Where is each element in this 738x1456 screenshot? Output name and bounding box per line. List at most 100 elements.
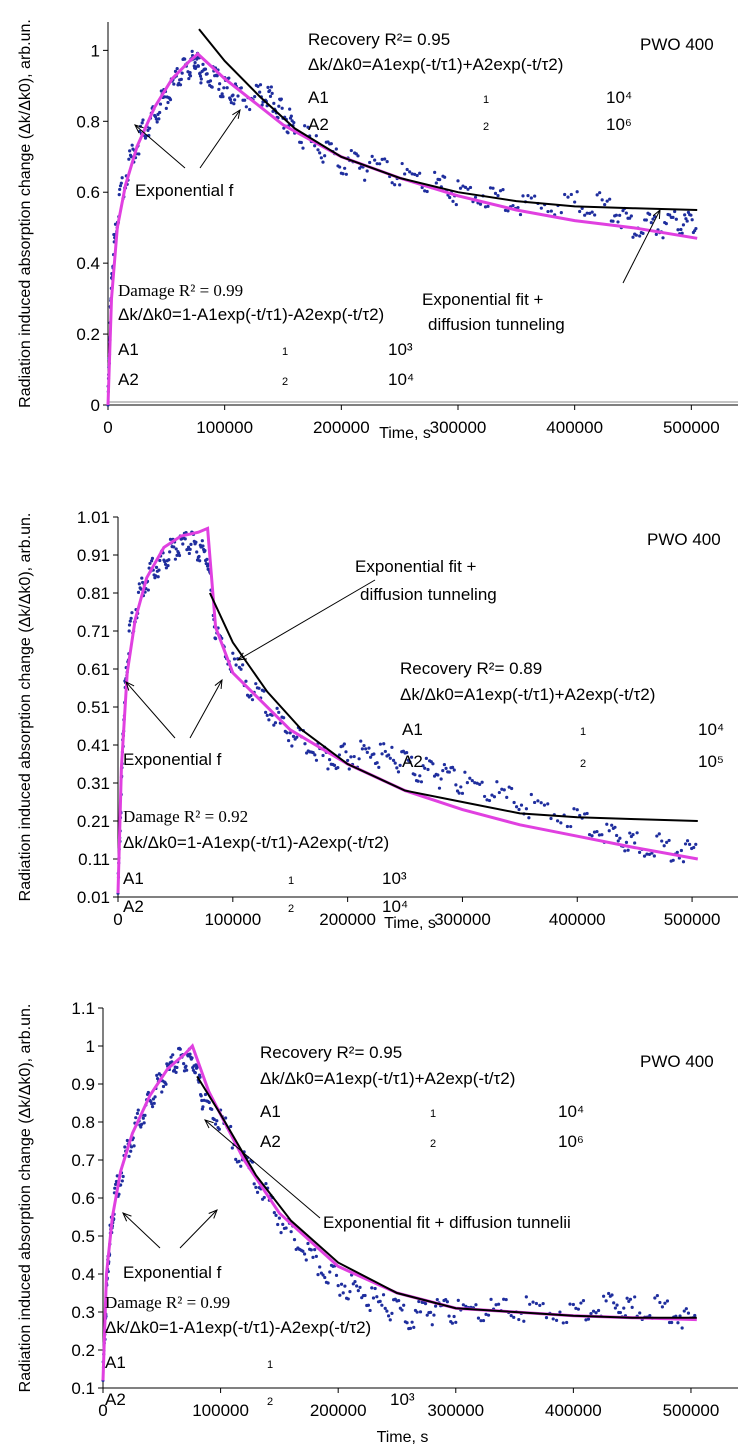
data-point xyxy=(400,1308,404,1312)
data-point xyxy=(289,114,293,118)
data-point xyxy=(163,560,167,564)
data-point xyxy=(383,1306,387,1310)
data-point xyxy=(190,1056,194,1060)
data-point xyxy=(584,1318,588,1322)
data-point xyxy=(514,805,519,809)
data-point xyxy=(497,790,501,795)
data-point xyxy=(173,69,178,73)
data-point xyxy=(485,798,489,802)
data-point xyxy=(150,559,154,563)
data-point xyxy=(546,802,550,806)
data-point xyxy=(665,1299,670,1303)
data-point xyxy=(303,742,307,746)
y-tick-label: 1 xyxy=(91,41,100,60)
data-point xyxy=(156,575,160,579)
data-point xyxy=(591,1309,596,1313)
data-point xyxy=(549,816,553,821)
data-point xyxy=(451,199,455,203)
data-point xyxy=(277,710,281,714)
recovery-fit-line xyxy=(208,592,698,822)
data-point xyxy=(412,1325,416,1329)
data-point xyxy=(150,556,155,560)
data-point xyxy=(457,791,461,795)
data-point xyxy=(276,1222,280,1227)
data-point xyxy=(158,110,162,115)
data-point xyxy=(505,795,509,799)
y-tick-label: 0.91 xyxy=(77,546,110,565)
data-point xyxy=(408,170,412,174)
data-point xyxy=(375,761,379,765)
data-point xyxy=(139,1125,143,1129)
data-point xyxy=(390,745,394,749)
data-point xyxy=(528,1302,532,1306)
data-point xyxy=(343,1284,347,1288)
data-point xyxy=(621,209,625,213)
data-point xyxy=(372,752,376,756)
data-point xyxy=(403,172,407,176)
data-point xyxy=(393,183,397,187)
data-point xyxy=(497,1302,501,1306)
data-point xyxy=(681,223,686,227)
data-point xyxy=(203,1092,208,1097)
data-point xyxy=(252,1182,256,1186)
data-point xyxy=(568,1302,572,1306)
data-point xyxy=(386,1314,391,1318)
damage-label: Damage R² = 0.99 xyxy=(118,281,243,300)
data-point xyxy=(596,1308,601,1313)
data-point xyxy=(323,1275,327,1280)
data-point xyxy=(234,663,238,667)
data-point xyxy=(502,788,506,792)
data-point xyxy=(154,565,159,569)
data-point xyxy=(423,189,427,193)
data-point xyxy=(168,537,173,541)
data-point xyxy=(269,85,273,89)
data-point xyxy=(326,1281,330,1285)
data-point xyxy=(199,77,203,81)
data-point xyxy=(423,766,427,770)
data-point xyxy=(624,211,628,215)
data-point xyxy=(155,1077,160,1081)
data-point xyxy=(172,545,176,549)
data-point xyxy=(164,106,168,110)
data-point xyxy=(581,1299,586,1303)
data-point xyxy=(125,1138,129,1143)
data-point xyxy=(408,1326,413,1330)
data-point xyxy=(210,85,214,89)
data-point xyxy=(486,1313,491,1317)
data-point xyxy=(346,758,350,763)
y-tick-label: 0.61 xyxy=(77,660,110,679)
data-point xyxy=(321,160,325,164)
damage-label: Damage R² = 0.99 xyxy=(105,1293,230,1312)
data-point xyxy=(370,1286,374,1290)
data-point xyxy=(113,1186,117,1190)
data-point xyxy=(533,194,537,198)
data-point xyxy=(569,824,573,829)
data-point xyxy=(410,1320,414,1324)
data-point xyxy=(674,217,678,221)
data-point xyxy=(393,761,397,765)
data-point xyxy=(593,213,597,217)
data-point xyxy=(244,679,248,683)
data-point xyxy=(431,762,435,766)
data-point xyxy=(694,842,698,846)
data-point xyxy=(602,1294,606,1298)
data-point xyxy=(327,758,332,762)
data-point xyxy=(343,166,347,170)
data-point xyxy=(113,1182,118,1186)
data-point xyxy=(183,57,187,61)
data-point xyxy=(618,213,622,217)
data-point xyxy=(318,151,322,155)
data-point xyxy=(338,165,342,169)
data-point xyxy=(380,752,384,756)
data-point xyxy=(675,850,679,854)
data-point xyxy=(546,209,550,214)
data-point xyxy=(178,83,183,87)
data-point xyxy=(631,833,635,837)
y-tick-label: 0.01 xyxy=(77,888,110,907)
data-point xyxy=(575,190,579,194)
data-point xyxy=(511,203,515,208)
data-point xyxy=(349,755,353,759)
data-point xyxy=(424,756,428,760)
y-tick-label: 0.2 xyxy=(76,325,100,344)
data-point xyxy=(188,71,192,75)
